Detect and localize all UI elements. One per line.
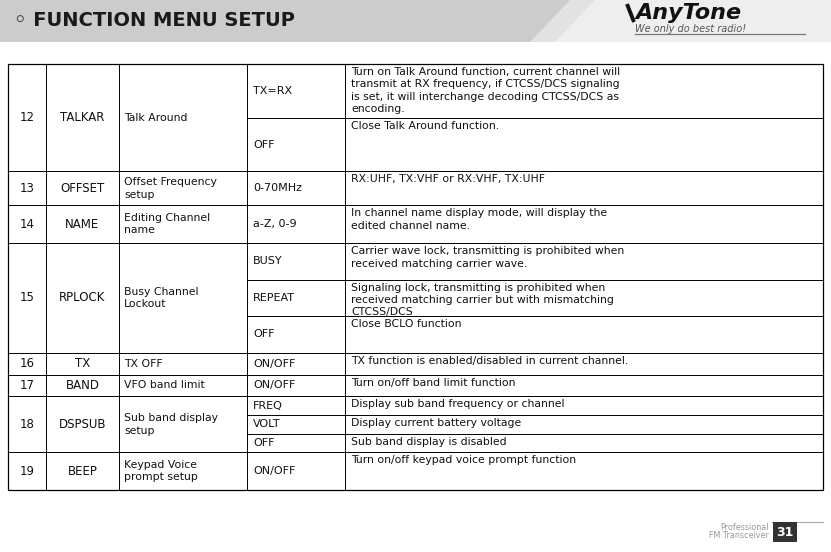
Text: VOLT: VOLT [253, 420, 281, 429]
Text: TX OFF: TX OFF [124, 359, 163, 369]
Text: DSPSUB: DSPSUB [59, 418, 106, 431]
Text: FM Transceiver: FM Transceiver [709, 530, 769, 539]
Text: Sub band display is disabled: Sub band display is disabled [351, 437, 507, 447]
Text: OFF: OFF [253, 438, 274, 448]
Text: 14: 14 [19, 217, 35, 231]
Text: Close Talk Around function.: Close Talk Around function. [351, 121, 499, 131]
Text: TALKAR: TALKAR [61, 112, 105, 124]
Text: RX:UHF, TX:VHF or RX:VHF, TX:UHF: RX:UHF, TX:VHF or RX:VHF, TX:UHF [351, 174, 545, 184]
Text: 12: 12 [19, 112, 35, 124]
Text: TX: TX [75, 357, 90, 370]
Text: 31: 31 [776, 526, 794, 539]
Text: Turn on/off band limit function: Turn on/off band limit function [351, 378, 515, 388]
Text: BEEP: BEEP [67, 465, 97, 477]
Text: BAND: BAND [66, 379, 100, 392]
Text: ON/OFF: ON/OFF [253, 359, 295, 369]
Polygon shape [530, 0, 831, 42]
Text: Offset Frequency
setup: Offset Frequency setup [124, 177, 217, 200]
Text: Keypad Voice
prompt setup: Keypad Voice prompt setup [124, 460, 198, 482]
Text: Turn on/off keypad voice prompt function: Turn on/off keypad voice prompt function [351, 455, 576, 465]
Text: Talk Around: Talk Around [124, 113, 188, 123]
Text: In channel name display mode, will display the
edited channel name.: In channel name display mode, will displ… [351, 208, 607, 231]
Text: We only do best radio!: We only do best radio! [635, 24, 746, 34]
Text: ◦ FUNCTION MENU SETUP: ◦ FUNCTION MENU SETUP [14, 12, 295, 30]
Text: a-Z, 0-9: a-Z, 0-9 [253, 219, 297, 229]
Text: OFF: OFF [253, 330, 274, 339]
Text: NAME: NAME [66, 217, 100, 231]
Text: Display sub band frequency or channel: Display sub band frequency or channel [351, 400, 564, 410]
Text: OFFSET: OFFSET [61, 182, 105, 195]
Text: RPLOCK: RPLOCK [59, 291, 106, 304]
Text: 0-70MHz: 0-70MHz [253, 183, 302, 193]
Text: Busy Channel
Lockout: Busy Channel Lockout [124, 286, 199, 309]
Text: Display current battery voltage: Display current battery voltage [351, 418, 521, 428]
Text: Signaling lock, transmitting is prohibited when
received matching carrier but wi: Signaling lock, transmitting is prohibit… [351, 283, 614, 317]
Text: TX=RX: TX=RX [253, 86, 293, 96]
Text: OFF: OFF [253, 140, 274, 150]
Text: Sub band display
setup: Sub band display setup [124, 413, 218, 436]
Text: 19: 19 [19, 465, 35, 477]
Text: FREQ: FREQ [253, 401, 283, 411]
Text: 13: 13 [20, 182, 34, 195]
Text: Turn on Talk Around function, current channel will
transmit at RX frequency, if : Turn on Talk Around function, current ch… [351, 67, 620, 114]
Text: ON/OFF: ON/OFF [253, 380, 295, 390]
Text: 15: 15 [20, 291, 34, 304]
Text: AnyTone: AnyTone [635, 3, 741, 23]
Text: ON/OFF: ON/OFF [253, 466, 295, 476]
Bar [773, 522, 797, 542]
Text: 17: 17 [19, 379, 35, 392]
Text: Professional: Professional [720, 523, 769, 532]
Bar [8, 64, 823, 490]
Bar [0, 0, 831, 42]
Text: BUSY: BUSY [253, 257, 283, 267]
Text: VFO band limit: VFO band limit [124, 380, 204, 390]
Text: Editing Channel
name: Editing Channel name [124, 213, 210, 236]
Text: 16: 16 [19, 357, 35, 370]
Text: Carrier wave lock, transmitting is prohibited when
received matching carrier wav: Carrier wave lock, transmitting is prohi… [351, 246, 624, 269]
Text: TX function is enabled/disabled in current channel.: TX function is enabled/disabled in curre… [351, 355, 628, 365]
Text: 18: 18 [20, 418, 34, 431]
Text: REPEAT: REPEAT [253, 293, 295, 303]
Polygon shape [555, 0, 831, 42]
Text: Close BCLO function: Close BCLO function [351, 319, 461, 329]
